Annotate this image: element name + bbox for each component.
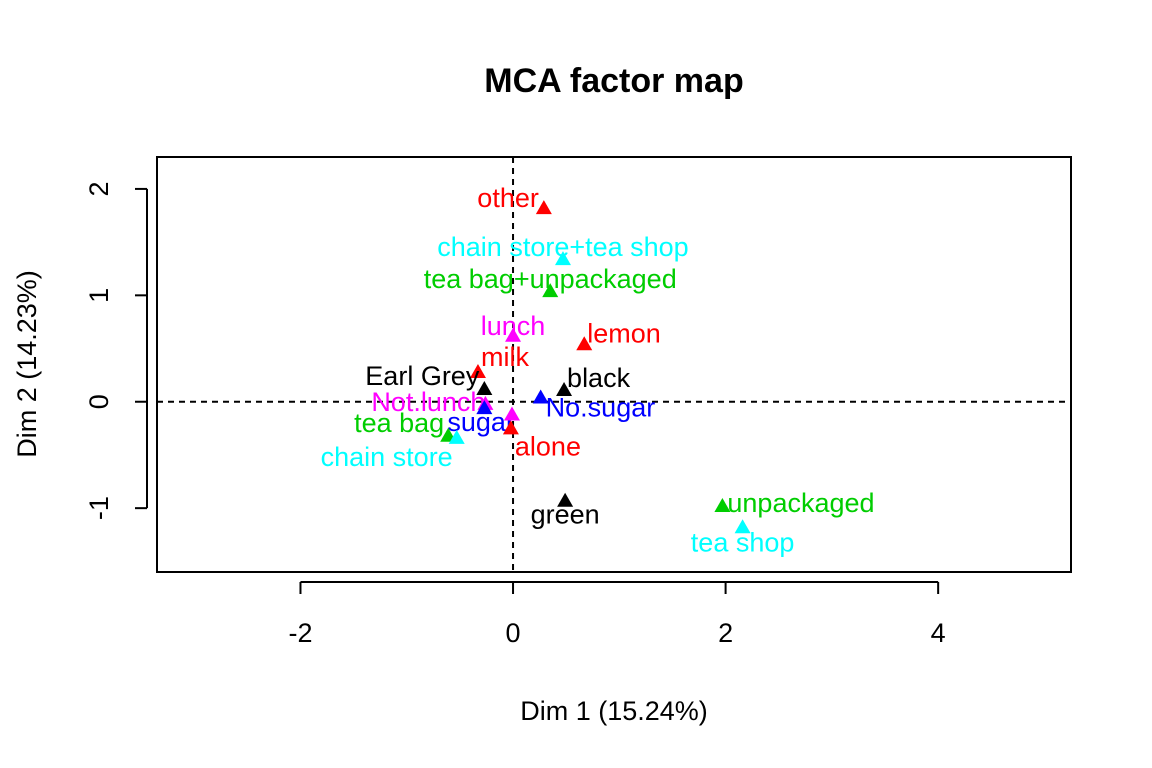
point-label: tea bag+unpackaged [424, 264, 677, 294]
point-label: chain store [321, 442, 453, 472]
point-label: unpackaged [727, 488, 874, 518]
y-axis: -1 0 1 2 [84, 181, 147, 520]
point-label: other [477, 183, 539, 213]
x-tick-label: 4 [931, 618, 946, 648]
point-label: lunch [481, 311, 546, 341]
point-label: chain store+tea shop [437, 232, 688, 262]
y-tick-label: -1 [84, 496, 114, 520]
x-tick-label: -2 [288, 618, 312, 648]
x-tick-label: 2 [718, 618, 733, 648]
point-label: lemon [587, 318, 661, 348]
x-axis-label: Dim 1 (15.24%) [520, 696, 708, 726]
point-label: tea shop [691, 527, 795, 557]
x-tick-label: 0 [506, 618, 521, 648]
y-tick-label: 0 [84, 394, 114, 409]
y-axis-label: Dim 2 (14.23%) [12, 270, 42, 458]
y-tick-label: 2 [84, 181, 114, 196]
point-label: green [531, 500, 600, 530]
point-label: milk [481, 342, 529, 372]
x-axis: -2 0 2 4 [288, 582, 945, 648]
y-tick-label: 1 [84, 288, 114, 303]
point-label: alone [515, 431, 581, 461]
chart-title: MCA factor map [484, 62, 743, 100]
point-label: No.sugar [546, 392, 656, 422]
point-label: tea bag [354, 408, 444, 438]
point-label: black [567, 363, 631, 393]
